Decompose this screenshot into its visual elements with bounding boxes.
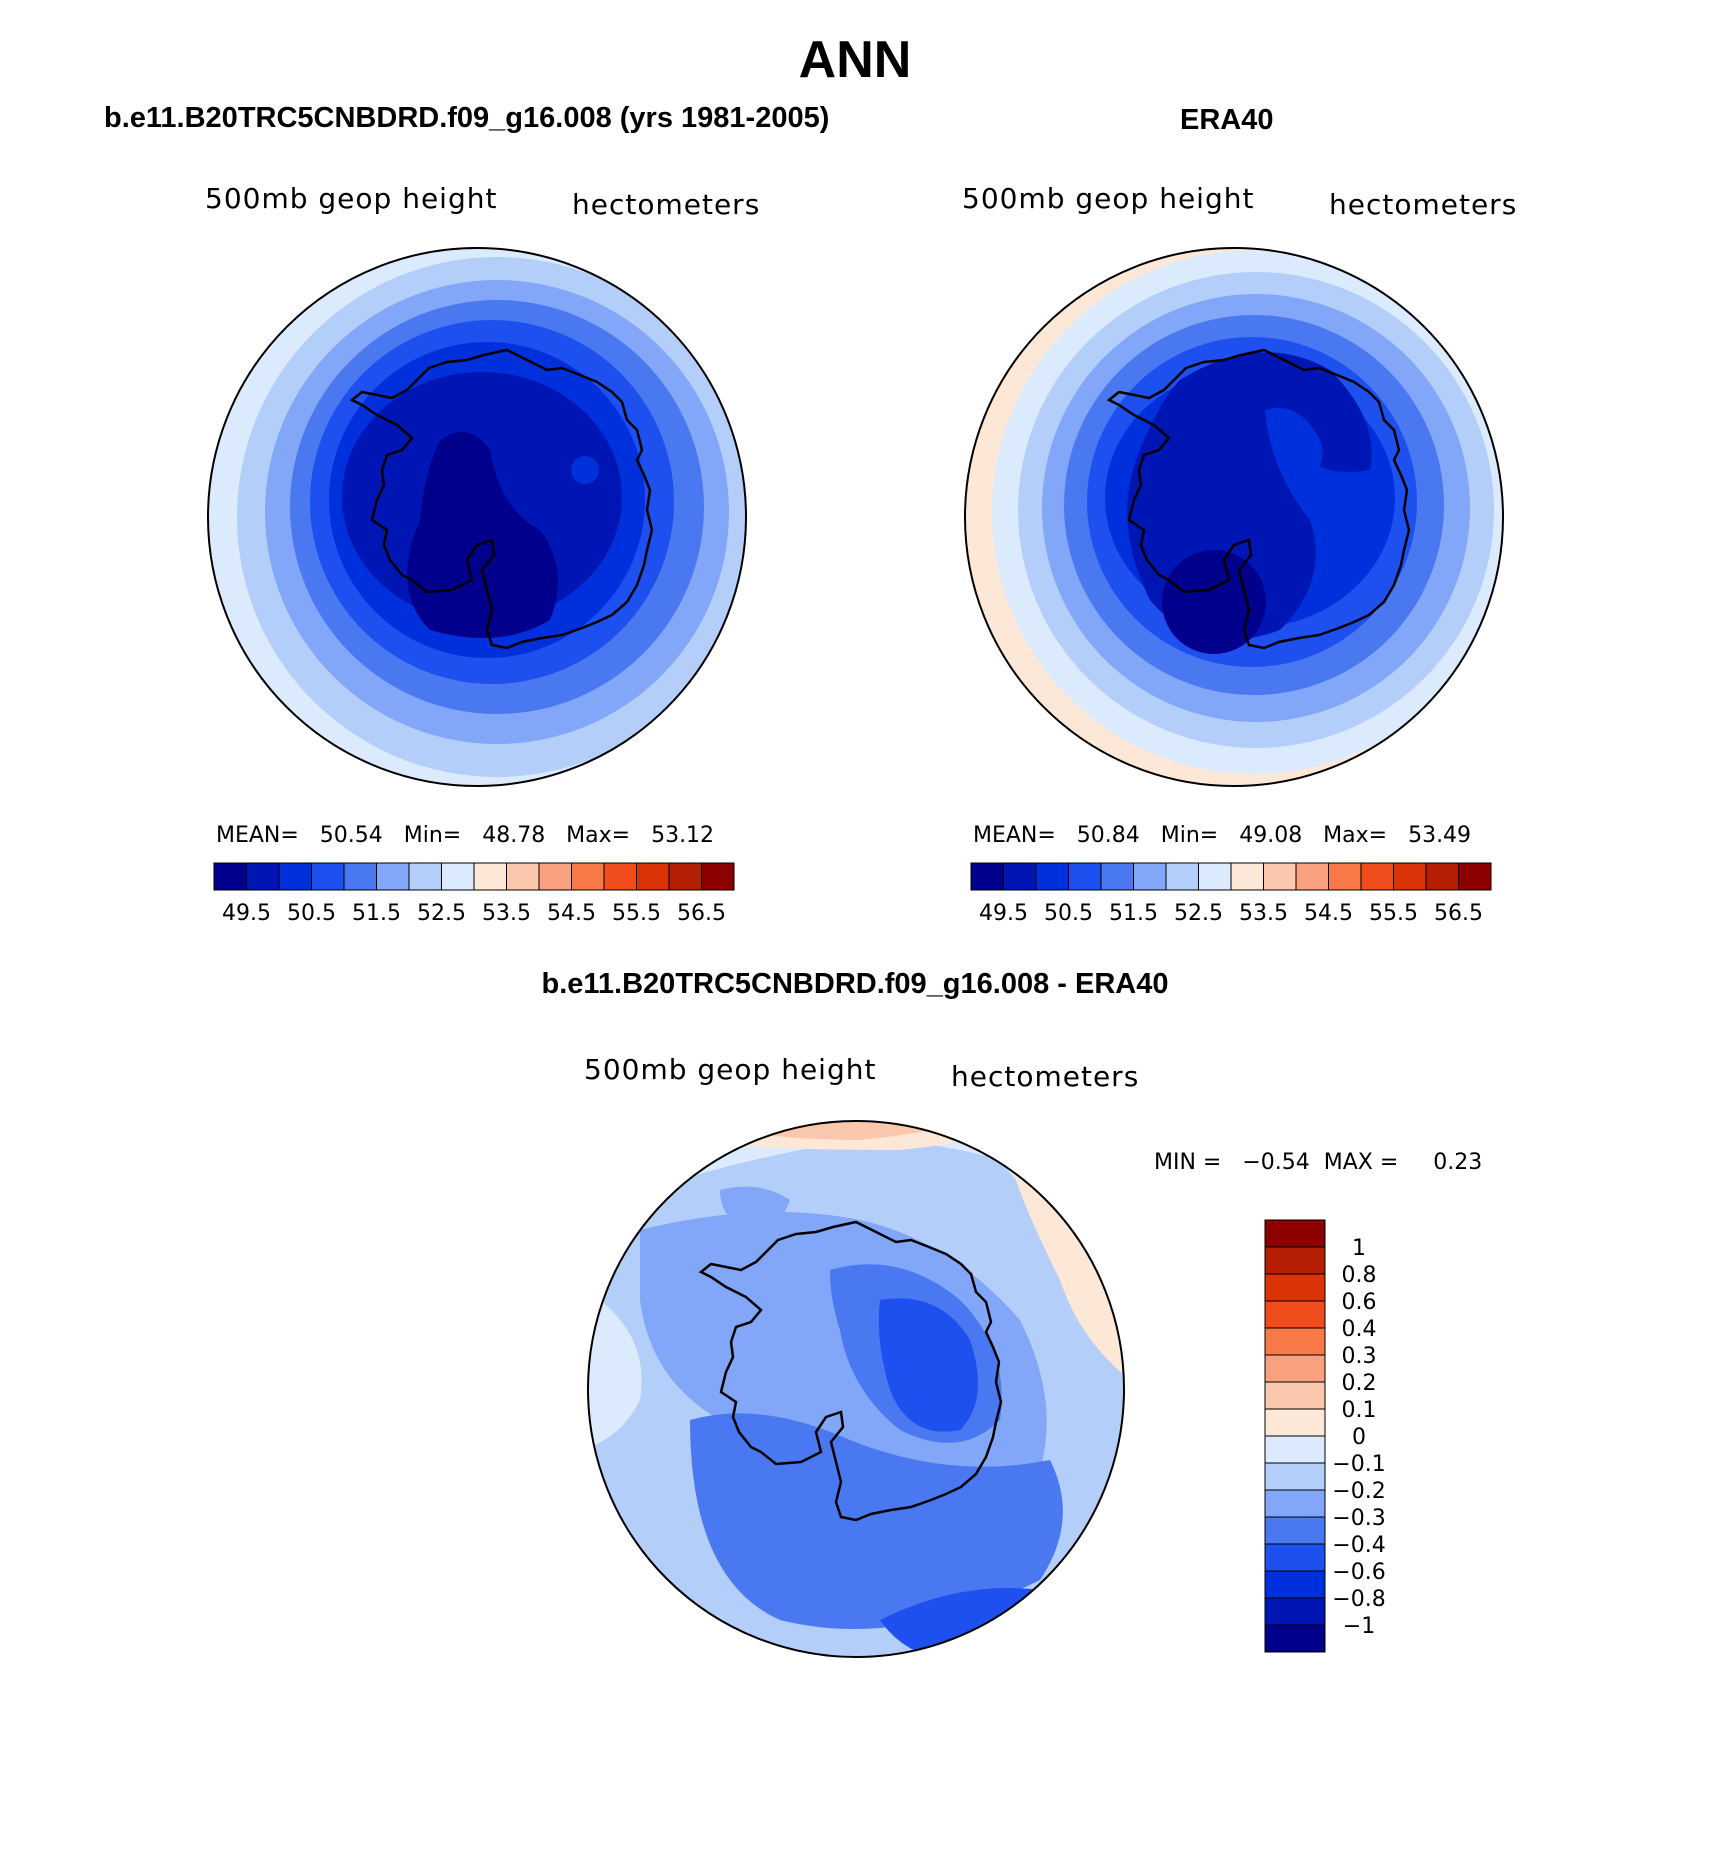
colorbar-diff-swatch <box>1264 1246 1326 1275</box>
colorbar-model-swatch <box>701 862 735 891</box>
colorbar-obs-swatch <box>1165 862 1199 891</box>
colorbar-diff-swatch <box>1264 1543 1326 1572</box>
colorbar-model-swatch <box>668 862 702 891</box>
colorbar-diff: 10.80.60.40.30.20.10−0.1−0.2−0.3−0.4−0.6… <box>1264 1219 1386 1653</box>
colorbar-diff-swatch <box>1264 1624 1326 1653</box>
colorbar-model-swatch <box>246 862 280 891</box>
colorbar-model: 49.5 50.5 51.5 52.5 53.5 54.5 55.5 56.5 <box>213 862 735 926</box>
colorbar-obs-tick-label: 49.5 <box>979 901 1028 926</box>
colorbar-model-swatch <box>571 862 605 891</box>
colorbar-diff-swatch <box>1264 1354 1326 1383</box>
colorbar-diff-swatch <box>1264 1381 1326 1410</box>
colorbar-model-tick-label: 52.5 <box>417 901 466 926</box>
colorbar-model-swatch <box>311 862 345 891</box>
colorbar-model-swatch <box>213 862 247 891</box>
colorbar-obs-swatch <box>1133 862 1167 891</box>
colorbar-model-tick-label: 49.5 <box>222 901 271 926</box>
colorbar-diff-tick-label: −0.8 <box>1332 1587 1385 1612</box>
map-model <box>207 247 747 787</box>
colorbar-model-swatch <box>408 862 442 891</box>
colorbar-obs-tick-label: 53.5 <box>1239 901 1288 926</box>
colorbar-diff-tick-label: −0.3 <box>1332 1506 1385 1531</box>
colorbar-model-swatch <box>603 862 637 891</box>
colorbar-diff-tick-label: 0.4 <box>1342 1317 1377 1342</box>
main-title: ANN <box>798 31 912 89</box>
colorbar-obs-swatch <box>1360 862 1394 891</box>
stats-obs: MEAN= 50.84 Min= 49.08 Max= 53.49 <box>973 823 1472 848</box>
colorbar-model-swatch <box>441 862 475 891</box>
colorbar-obs-swatch <box>1003 862 1037 891</box>
colorbar-diff-tick-label: −1 <box>1343 1614 1375 1639</box>
colorbar-obs: 49.5 50.5 51.5 52.5 53.5 54.5 55.5 56.5 <box>970 862 1492 926</box>
colorbar-diff-swatch <box>1264 1273 1326 1302</box>
colorbar-diff-swatch <box>1264 1408 1326 1437</box>
colorbar-obs-swatch <box>1425 862 1459 891</box>
colorbar-model-swatch <box>343 862 377 891</box>
colorbar-obs-swatch <box>1458 862 1492 891</box>
field-label-obs: 500mb geop height <box>962 182 1255 215</box>
colorbar-diff-tick-label: −0.1 <box>1332 1452 1385 1477</box>
colorbar-model-tick-label: 53.5 <box>482 901 531 926</box>
field-label-model: 500mb geop height <box>205 182 498 215</box>
colorbar-obs-swatch <box>1328 862 1362 891</box>
colorbar-diff-tick-label: 0.3 <box>1342 1344 1377 1369</box>
colorbar-model-swatch <box>376 862 410 891</box>
colorbar-diff-tick-label: 0.8 <box>1342 1263 1377 1288</box>
colorbar-obs-tick-label: 52.5 <box>1174 901 1223 926</box>
colorbar-diff-swatch <box>1264 1300 1326 1329</box>
panel-title-diff: b.e11.B20TRC5CNBDRD.f09_g16.008 - ERA40 <box>541 968 1169 1000</box>
colorbar-diff-tick-label: −0.4 <box>1332 1533 1385 1558</box>
colorbar-model-swatch <box>473 862 507 891</box>
colorbar-model-swatch <box>278 862 312 891</box>
colorbar-diff-tick-label: 0.6 <box>1342 1290 1377 1315</box>
units-label-obs: hectometers <box>1329 188 1518 221</box>
colorbar-diff-swatch <box>1264 1327 1326 1356</box>
colorbar-diff-tick-label: −0.2 <box>1332 1479 1385 1504</box>
colorbar-model-tick-label: 50.5 <box>287 901 336 926</box>
colorbar-diff-tick-label: 1 <box>1352 1236 1366 1261</box>
colorbar-diff-swatch <box>1264 1570 1326 1599</box>
colorbar-diff-swatch <box>1264 1597 1326 1626</box>
map-diff <box>587 1120 1125 1658</box>
colorbar-diff-swatch <box>1264 1516 1326 1545</box>
colorbar-model-swatch <box>538 862 572 891</box>
colorbar-model-tick-label: 55.5 <box>612 901 661 926</box>
colorbar-obs-swatch <box>1035 862 1069 891</box>
colorbar-model-swatch <box>506 862 540 891</box>
colorbar-obs-swatch <box>1198 862 1232 891</box>
units-label-model: hectometers <box>572 188 761 221</box>
map-obs <box>964 247 1504 787</box>
panel-title-obs: ERA40 <box>1180 104 1274 136</box>
colorbar-model-tick-label: 54.5 <box>547 901 596 926</box>
stats-model: MEAN= 50.54 Min= 48.78 Max= 53.12 <box>216 823 715 848</box>
colorbar-obs-tick-label: 55.5 <box>1369 901 1418 926</box>
colorbar-diff-swatch <box>1264 1462 1326 1491</box>
colorbar-model-tick-label: 51.5 <box>352 901 401 926</box>
colorbar-diff-tick-label: 0.2 <box>1342 1371 1377 1396</box>
panel-title-model: b.e11.B20TRC5CNBDRD.f09_g16.008 (yrs 198… <box>104 102 830 134</box>
colorbar-obs-tick-label: 54.5 <box>1304 901 1353 926</box>
colorbar-diff-swatch <box>1264 1435 1326 1464</box>
colorbar-obs-swatch <box>1393 862 1427 891</box>
colorbar-obs-swatch <box>970 862 1004 891</box>
field-label-diff: 500mb geop height <box>584 1053 877 1086</box>
colorbar-diff-tick-label: 0 <box>1352 1425 1366 1450</box>
colorbar-diff-tick-label: −0.6 <box>1332 1560 1385 1585</box>
colorbar-model-tick-label: 56.5 <box>677 901 726 926</box>
colorbar-diff-swatch <box>1264 1489 1326 1518</box>
colorbar-obs-swatch <box>1068 862 1102 891</box>
colorbar-model-swatch <box>636 862 670 891</box>
stats-diff: MIN = −0.54 MAX = 0.23 <box>1154 1150 1483 1175</box>
colorbar-diff-swatch <box>1264 1219 1326 1248</box>
colorbar-obs-swatch <box>1230 862 1264 891</box>
colorbar-obs-tick-label: 50.5 <box>1044 901 1093 926</box>
colorbar-obs-swatch <box>1295 862 1329 891</box>
colorbar-obs-tick-label: 56.5 <box>1434 901 1483 926</box>
colorbar-obs-swatch <box>1100 862 1134 891</box>
colorbar-diff-tick-label: 0.1 <box>1342 1398 1377 1423</box>
colorbar-obs-swatch <box>1263 862 1297 891</box>
colorbar-obs-tick-label: 51.5 <box>1109 901 1158 926</box>
units-label-diff: hectometers <box>951 1060 1140 1093</box>
